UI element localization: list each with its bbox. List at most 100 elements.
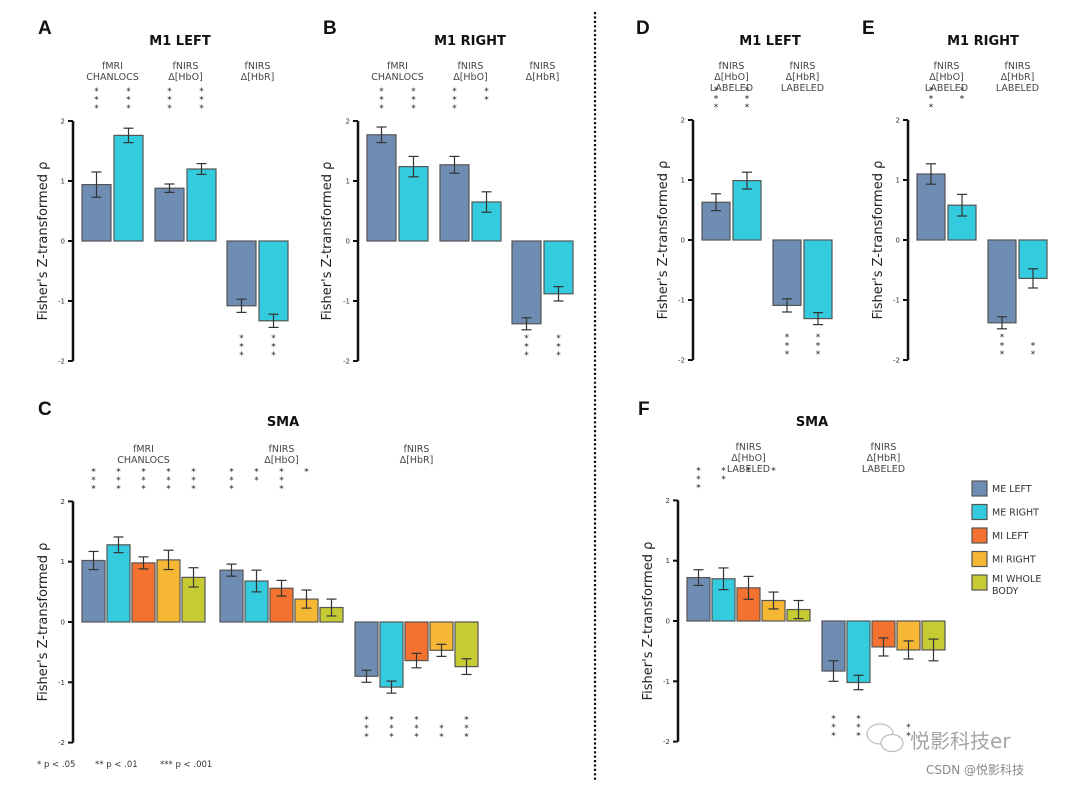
significance-star: * xyxy=(116,484,121,494)
y-tick-label: -1 xyxy=(893,297,900,305)
error-bar xyxy=(164,183,175,193)
significance-star: * xyxy=(141,467,146,477)
bar-me-right xyxy=(543,240,574,295)
error-bar xyxy=(768,591,779,610)
error-bar xyxy=(276,579,287,597)
y-tick-label: 1 xyxy=(61,558,65,566)
significance-star: * xyxy=(199,104,204,114)
bar-me-left xyxy=(511,240,542,325)
error-bar xyxy=(813,312,823,326)
y-tick-label: -2 xyxy=(343,358,350,366)
bar-me-left xyxy=(987,239,1017,324)
group-label-line: Δ[HbR] xyxy=(400,455,434,466)
significance-star: * xyxy=(91,484,96,494)
legend-label-line: BODY xyxy=(992,586,1019,597)
significance-star: * xyxy=(229,476,234,486)
panel-b: B M1 RIGHT 2 1 0 -1 -2 Fisher's Z-transformed ρ… xyxy=(320,18,574,366)
significance-star: * xyxy=(696,483,701,493)
significance-star: * xyxy=(464,716,469,726)
y-tick-label: 1 xyxy=(681,177,685,185)
bar-me-left xyxy=(154,187,185,242)
significance-star: * xyxy=(556,343,561,353)
panel-c: C SMA 2 1 0 -1 -2 Fisher's Z-transformed ρ fMRI C… xyxy=(36,399,479,747)
error-bar xyxy=(163,549,174,571)
error-bar xyxy=(828,660,839,682)
error-bar xyxy=(742,171,752,190)
error-bar xyxy=(123,127,134,144)
footnote-two-star: ** p < .01 xyxy=(95,760,138,770)
panel-letter: C xyxy=(38,399,52,420)
significance-star: * xyxy=(364,724,369,734)
legend-swatch xyxy=(971,480,988,497)
significance-star: * xyxy=(464,724,469,734)
legend-label: MI RIGHT xyxy=(992,555,1036,566)
panels: A M1 LEFT 2 1 0 -1 -2 Fisher's Z-transformed ρ f… xyxy=(36,18,1048,747)
group-label-line: fMRI xyxy=(133,444,154,455)
significance-star: * xyxy=(1000,350,1005,360)
significance-star: * xyxy=(745,95,750,105)
y-tick-label: 0 xyxy=(896,237,900,245)
significance-star: * xyxy=(411,104,416,114)
panel-title: SMA xyxy=(267,415,299,430)
bar-me-right xyxy=(113,134,144,242)
y-tick-label: 0 xyxy=(666,618,670,626)
group-label-line: Δ[HbR] xyxy=(786,72,820,83)
group-label-line: fNIRS xyxy=(245,61,271,72)
error-bar xyxy=(251,569,262,593)
significance-star: * xyxy=(279,476,284,486)
significance-star: * xyxy=(524,343,529,353)
error-bar xyxy=(268,313,279,328)
error-bar xyxy=(301,589,312,609)
error-bar xyxy=(481,191,492,213)
significance-star: * xyxy=(745,86,750,96)
significance-star: * xyxy=(199,87,204,97)
error-bar xyxy=(188,567,199,588)
group-label-line: LABELED xyxy=(996,83,1039,94)
footnote-three-star: *** p < .001 xyxy=(160,760,212,770)
significance-star: * xyxy=(439,733,444,743)
group-label: fMRI CHANLOCS xyxy=(371,61,423,83)
bar-me-left xyxy=(226,240,257,307)
watermark-sub: CSDN @悦影科技 xyxy=(926,763,1024,777)
legend-label: MI WHOLE BODY xyxy=(992,574,1041,597)
y-axis-label: Fisher's Z-transformed ρ xyxy=(871,161,886,320)
error-bar xyxy=(386,680,397,694)
significance-star: * xyxy=(166,476,171,486)
significance-star: * xyxy=(1031,350,1036,360)
significance-star: * xyxy=(524,334,529,344)
group-label-line: Δ[HbR] xyxy=(241,72,275,83)
bar-me-left xyxy=(439,164,470,242)
significance-star: * xyxy=(279,467,284,477)
significance-star: * xyxy=(167,87,172,97)
significance-star: * xyxy=(714,103,719,113)
error-bar xyxy=(376,126,387,144)
panel-letter: D xyxy=(636,18,650,39)
significance-star: * xyxy=(721,475,726,485)
y-tick-label: -2 xyxy=(893,357,900,365)
significance-star: * xyxy=(167,104,172,114)
significance-star: * xyxy=(254,467,259,477)
y-tick-label: 0 xyxy=(346,238,350,246)
legend-swatch xyxy=(971,527,988,544)
significance-star: * xyxy=(929,95,934,105)
y-tick-label: 2 xyxy=(61,118,65,126)
bar-me-left xyxy=(219,569,244,623)
significance-star: * xyxy=(746,466,751,476)
y-tick-label: 2 xyxy=(896,117,900,125)
significance-star: * xyxy=(379,96,384,106)
significance-star: * xyxy=(856,715,861,725)
wechat-icon xyxy=(866,723,904,753)
significance-star: * xyxy=(389,733,394,743)
group-label-line: fNIRS xyxy=(736,442,762,453)
bar-me-left xyxy=(354,621,379,677)
panel-f: F SMA 2 1 0 -1 -2 Fisher's Z-transformed ρ fNIRS… xyxy=(638,399,946,746)
group-label: fNIRS Δ[HbR] xyxy=(526,61,560,83)
significance-star: * xyxy=(785,333,790,343)
bar-me-right xyxy=(803,239,833,320)
legend: ME LEFT ME RIGHT MI LEFT MI RIGHT MI WHOLE BO… xyxy=(971,480,1041,597)
significance-star: * xyxy=(411,96,416,106)
y-tick-label: -2 xyxy=(58,739,65,747)
group-label-line: fNIRS xyxy=(934,61,960,72)
group-label-line: Δ[HbO] xyxy=(453,72,488,83)
